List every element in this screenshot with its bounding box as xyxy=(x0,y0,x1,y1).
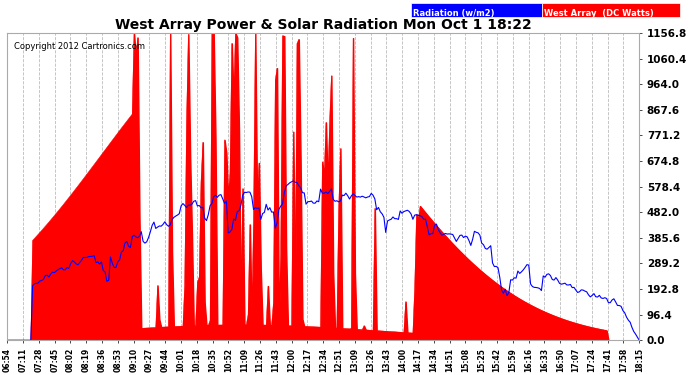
Text: West Array  (DC Watts): West Array (DC Watts) xyxy=(544,9,653,18)
Text: Copyright 2012 Cartronics.com: Copyright 2012 Cartronics.com xyxy=(14,42,145,51)
Text: Radiation (w/m2): Radiation (w/m2) xyxy=(413,9,494,18)
Title: West Array Power & Solar Radiation Mon Oct 1 18:22: West Array Power & Solar Radiation Mon O… xyxy=(115,18,531,32)
